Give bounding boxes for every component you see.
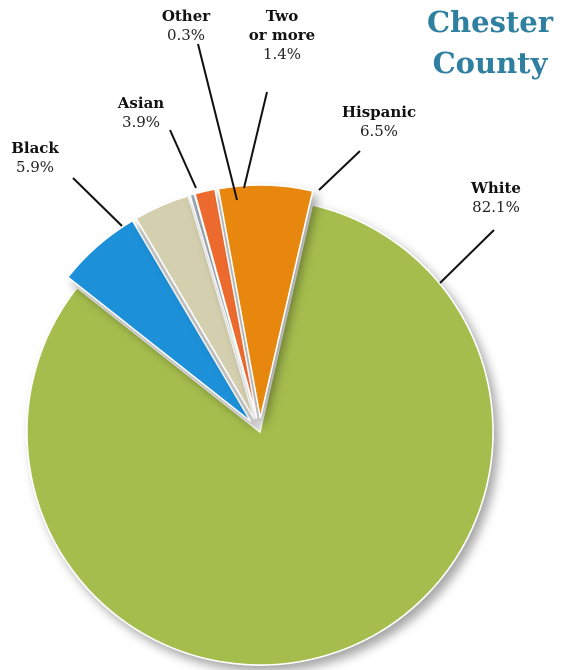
pie-slice-hispanic [217, 184, 314, 419]
leader-line [72, 177, 123, 227]
slice-value-label: 6.5% [360, 122, 398, 140]
leader-line [439, 229, 495, 284]
chart-title: Chester County [427, 5, 554, 80]
leader-line [318, 150, 361, 191]
slice-value-label: 82.1% [472, 198, 520, 216]
pie-slice-black [66, 219, 252, 423]
leader-line [243, 91, 268, 189]
slice-value-label: 5.9% [16, 158, 54, 176]
slice-label: Black [11, 139, 59, 157]
slice-label: Hispanic [342, 103, 416, 121]
slice-label: Other [162, 7, 211, 25]
slice-value-label: 1.4% [263, 45, 301, 63]
pie-slice-two-or-more [194, 188, 258, 419]
chart-title-line: Chester [427, 5, 554, 39]
slice-label: or more [249, 26, 315, 44]
slice-label: Two [266, 7, 298, 25]
slice-label: Asian [117, 94, 165, 112]
leader-line [169, 129, 197, 189]
chart-title-line: County [433, 46, 549, 80]
pie-slice-white [26, 204, 494, 666]
leader-lines [72, 43, 495, 284]
slice-value-label: 3.9% [122, 113, 160, 131]
leader-line [197, 43, 238, 201]
pie-slice-asian [135, 194, 256, 420]
slice-label: White [470, 179, 521, 197]
pie-slices [26, 184, 494, 666]
slice-value-label: 0.3% [167, 26, 205, 44]
